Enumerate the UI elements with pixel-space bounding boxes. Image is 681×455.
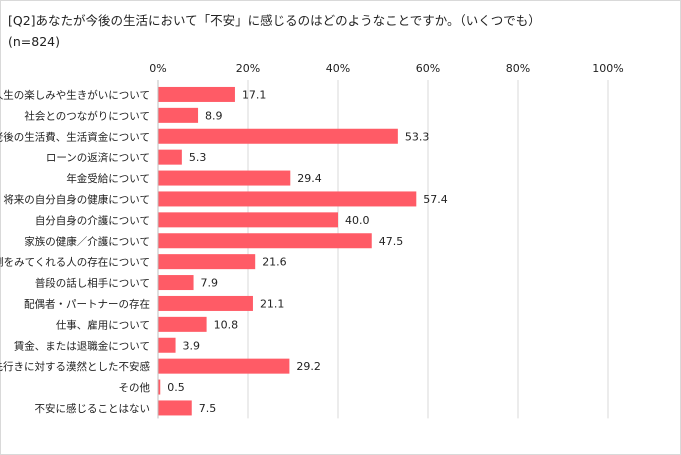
x-tick-label: 100%: [592, 62, 623, 75]
value-label: 0.5: [167, 381, 185, 394]
bar: [158, 191, 417, 207]
chart-title: [Q2]あなたが今後の生活において「不安」に感じるのはどのようなことですか。（い…: [8, 13, 541, 28]
category-label: 人生の楽しみや生きがいについて: [0, 88, 150, 101]
category-label: 将来の自分自身の健康について: [3, 193, 150, 206]
value-label: 7.5: [199, 402, 217, 415]
bar: [158, 233, 372, 249]
category-label: 面倒をみてくれる人の存在について: [0, 256, 150, 269]
category-label: 年金受給について: [66, 172, 150, 185]
category-label: ローンの返済について: [46, 151, 150, 164]
value-label: 17.1: [242, 88, 267, 101]
value-label: 3.9: [183, 339, 201, 352]
x-tick-label: 20%: [236, 62, 260, 75]
category-label: 社会とのつながりについて: [24, 109, 150, 122]
category-label: 配偶者・パートナーの存在: [24, 297, 150, 310]
value-label: 5.3: [189, 151, 207, 164]
bar: [158, 400, 192, 416]
bar: [158, 254, 256, 270]
bar: [158, 358, 290, 374]
category-label: 仕事、雇用について: [56, 318, 150, 331]
value-label: 57.4: [423, 193, 448, 206]
x-tick-label: 0%: [149, 62, 166, 75]
value-label: 40.0: [345, 214, 370, 227]
bar: [158, 275, 194, 291]
value-label: 21.1: [260, 297, 285, 310]
x-tick-label: 80%: [506, 62, 530, 75]
bar: [158, 379, 161, 395]
value-label: 8.9: [205, 109, 223, 122]
value-label: 7.9: [201, 277, 219, 290]
category-label: 賃金、または退職金について: [14, 339, 150, 352]
bar: [158, 149, 182, 165]
x-tick-label: 40%: [326, 62, 350, 75]
value-label: 47.5: [379, 235, 404, 248]
category-label: 不安に感じることはない: [35, 402, 151, 415]
value-label: 29.2: [296, 360, 321, 373]
bar: [158, 337, 176, 353]
chart-subtitle: (n=824): [8, 34, 61, 49]
category-label: 自分自身の介護について: [35, 214, 150, 227]
bar: [158, 170, 291, 186]
value-label: 53.3: [405, 130, 430, 143]
value-label: 21.6: [262, 256, 287, 269]
bar: [158, 128, 398, 144]
category-label: 先行きに対する漠然とした不安感: [0, 360, 150, 373]
category-label: 老後の生活費、生活資金について: [0, 130, 150, 143]
category-label: その他: [119, 381, 151, 394]
category-label: 普段の話し相手について: [35, 277, 150, 290]
bar: [158, 212, 338, 228]
bar: [158, 295, 253, 311]
value-label: 10.8: [214, 318, 239, 331]
value-label: 29.4: [297, 172, 322, 185]
category-label: 家族の健康／介護について: [24, 235, 150, 248]
bar: [158, 316, 207, 332]
bar: [158, 107, 199, 123]
bar: [158, 86, 235, 102]
x-tick-label: 60%: [416, 62, 440, 75]
